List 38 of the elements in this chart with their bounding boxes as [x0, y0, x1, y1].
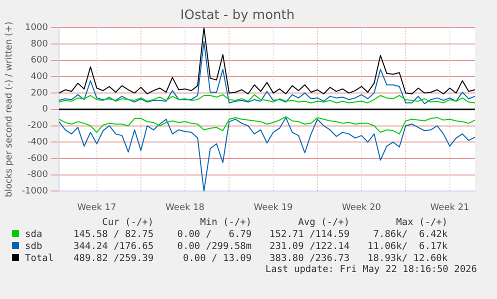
text: 18.93k/ 12.60k — [366, 252, 449, 264]
y-tick-label: -200 — [28, 121, 48, 132]
text: 344.24 /176.65 — [72, 240, 155, 252]
text: 145.58 / 82.75 — [72, 228, 155, 240]
x-tick-label: Week 17 — [77, 202, 116, 213]
text: Avg (-/+) — [297, 216, 351, 228]
y-tick-label: 1000 — [25, 22, 48, 33]
text: 489.82 /259.39 — [72, 252, 155, 264]
x-tick-label: Week 18 — [166, 202, 205, 213]
x-tick-label: Week 19 — [254, 202, 294, 213]
y-tick-label: 200 — [30, 88, 48, 98]
text: 152.71 /114.59 — [268, 228, 351, 240]
text: Cur (-/+) — [101, 216, 155, 228]
chart-title: IOstat - by month — [180, 8, 295, 24]
x-tick-label: Week 21 — [430, 202, 470, 213]
y-tick-label: 800 — [30, 39, 48, 50]
text: Min (-/+) — [199, 216, 253, 228]
y-tick-label: -400 — [28, 137, 48, 148]
y-tick-label: -1000 — [22, 186, 48, 197]
text: Last update: Fri May 22 18:16:50 2026 — [264, 264, 478, 275]
y-tick-label: 0 — [42, 104, 48, 115]
text: 0.00 / 6.79 — [176, 228, 253, 240]
text: 7.86k/ 6.42k — [372, 228, 449, 240]
text: 0.00 /299.58m — [176, 240, 253, 252]
text: 0.00 / 13.09 — [182, 252, 253, 264]
text: 231.09 /122.14 — [268, 240, 351, 252]
y-tick-label: -800 — [28, 170, 48, 180]
y-tick-label: 400 — [30, 72, 48, 82]
legend-label: Total — [24, 252, 55, 264]
x-tick-label: Week 20 — [342, 202, 382, 213]
y-axis-title: blocks per second read (-) / written (+) — [4, 22, 15, 198]
y-tick-label: -600 — [28, 154, 48, 164]
text: 383.80 /236.73 — [268, 252, 351, 264]
text: 11.06k/ 6.17k — [366, 240, 449, 252]
legend-label: sdb — [24, 240, 44, 252]
y-tick-label: 600 — [30, 56, 48, 66]
text: Max (-/+) — [395, 216, 449, 228]
legend-label: sda — [24, 228, 44, 240]
